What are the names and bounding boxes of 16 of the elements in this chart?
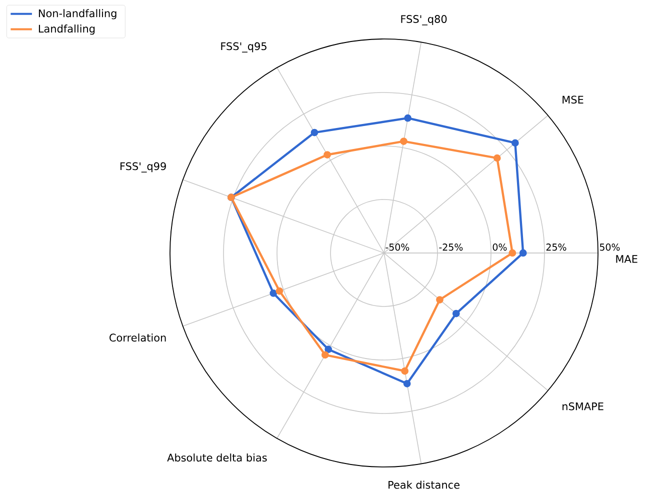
spoke-label: nSMAPE — [562, 402, 604, 410]
y-tick-label: 0% — [492, 244, 507, 251]
spoke-label: FSS'_q95 — [221, 42, 266, 52]
legend-label: Non-landfalling — [38, 9, 116, 20]
spoke-label: Correlation — [110, 334, 166, 342]
spoke-label: Absolute delta bias — [167, 453, 267, 462]
y-tick-label: 50% — [600, 244, 620, 251]
spoke-label: MSE — [562, 96, 584, 104]
y-tick-label: -25% — [439, 244, 463, 251]
spoke-label: Peak distance — [388, 480, 460, 489]
spoke-label: FSS'_q99 — [120, 162, 166, 172]
spoke-label: MAE — [616, 255, 638, 263]
y-tick-label: 25% — [546, 244, 566, 251]
legend-label: Landfalling — [38, 24, 95, 35]
spoke-label: FSS'_q80 — [401, 15, 447, 26]
y-tick-label: -50% — [386, 244, 410, 251]
